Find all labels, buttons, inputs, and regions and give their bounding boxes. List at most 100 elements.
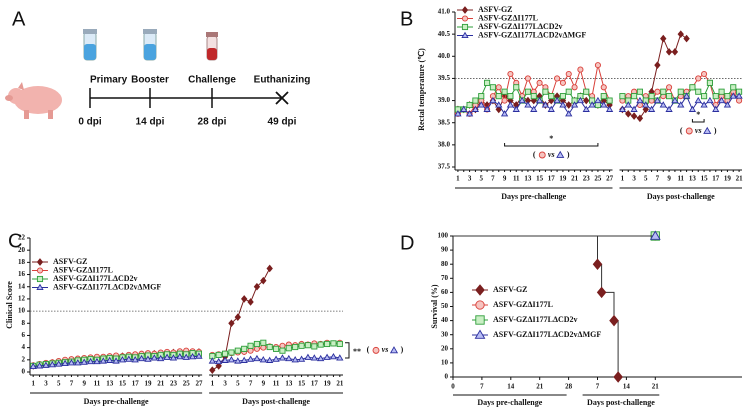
x-tick-label: 7 [596, 383, 600, 391]
y-axis-label: Rectal temperature (℃) [417, 48, 426, 131]
step-label: Primary [90, 75, 128, 86]
x-tick-label: 21 [571, 175, 579, 183]
marker [266, 264, 273, 273]
marker [636, 88, 643, 95]
marker [163, 353, 171, 360]
x-tick-label: 7 [249, 380, 253, 388]
y-tick-label: 0 [22, 368, 26, 376]
y-tick-label: 39.0 [438, 96, 451, 104]
marker [389, 346, 399, 354]
marker [150, 354, 158, 361]
y-tick-label: 40.5 [438, 30, 451, 38]
marker [48, 360, 56, 368]
x-tick-label: 13 [106, 380, 114, 388]
marker [227, 356, 236, 363]
marker [665, 48, 673, 56]
marker [570, 101, 579, 108]
marker [625, 110, 632, 118]
legend-label: ASFV-GZ [53, 257, 88, 266]
marker [583, 96, 590, 105]
y-tick-label: 12 [18, 295, 26, 303]
legend-label: ASFV-GZ [478, 5, 513, 14]
marker [706, 96, 714, 104]
marker [112, 357, 120, 364]
marker [241, 345, 248, 352]
y-tick-label: 37.5 [438, 163, 451, 171]
y-tick-label: 4 [22, 343, 26, 351]
marker [495, 93, 502, 100]
marker [565, 70, 572, 78]
marker [613, 371, 623, 383]
legend-label: ASFV-GZΔI177LΔCD2vΔMGF [478, 30, 586, 39]
marker [247, 298, 254, 306]
pig-icon [5, 82, 62, 119]
marker [475, 284, 485, 296]
marker [583, 88, 590, 95]
vial-icon [206, 32, 218, 61]
marker [234, 357, 242, 364]
marker [99, 357, 107, 364]
step-label: Challenge [188, 75, 236, 86]
y-tick-label: 2 [22, 355, 26, 363]
marker [240, 356, 248, 363]
marker [671, 48, 679, 56]
group-label: Days pre-challenge [84, 397, 149, 406]
marker [234, 347, 241, 354]
marker [582, 105, 590, 112]
y-tick-label: 40 [441, 316, 449, 324]
marker [660, 88, 667, 95]
marker [329, 353, 338, 360]
marker [330, 340, 337, 347]
marker [512, 105, 520, 112]
marker [144, 355, 152, 362]
x-tick-label: 7 [491, 175, 495, 183]
group-label: Days post-challenge [587, 398, 655, 407]
marker [571, 84, 578, 91]
marker [461, 15, 469, 22]
marker [683, 34, 690, 43]
marker [234, 313, 241, 322]
compare-paren: ) [567, 150, 570, 159]
marker [592, 258, 603, 270]
y-tick-label: 90 [441, 246, 449, 254]
marker [285, 354, 293, 362]
marker [594, 62, 601, 69]
marker [695, 75, 702, 82]
y-tick-label: 10 [441, 359, 449, 367]
panel-label: C [8, 230, 22, 252]
marker [507, 70, 514, 78]
step-day: 28 dpi [198, 117, 227, 128]
marker [86, 357, 95, 365]
marker [703, 126, 712, 134]
x-tick-label: 19 [144, 380, 152, 388]
marker [636, 114, 644, 123]
marker [125, 355, 133, 362]
marker [631, 93, 638, 100]
group-label: Days post-challenge [647, 192, 715, 201]
x-tick-label: 9 [262, 380, 266, 388]
y-tick-label: 18 [18, 258, 26, 266]
marker [588, 101, 596, 108]
x-tick-label: 17 [132, 380, 140, 388]
marker [42, 361, 50, 368]
marker [695, 88, 702, 95]
x-tick-label: 13 [524, 175, 532, 183]
y-tick-label: 22 [18, 234, 26, 242]
significance: ** [353, 347, 361, 356]
x-tick-label: 15 [701, 175, 709, 183]
marker [594, 101, 601, 109]
marker [730, 84, 737, 91]
x-tick-label: 15 [298, 380, 306, 388]
marker [694, 96, 702, 104]
bracket [691, 119, 705, 123]
marker [530, 93, 537, 100]
marker [605, 105, 614, 112]
marker [246, 355, 255, 362]
x-tick-label: 15 [119, 380, 127, 388]
marker [576, 96, 585, 104]
x-tick-label: 1 [456, 175, 460, 183]
timeline-end [275, 91, 289, 105]
x-tick-label: 3 [468, 175, 472, 183]
marker [666, 93, 673, 100]
marker [489, 96, 497, 104]
